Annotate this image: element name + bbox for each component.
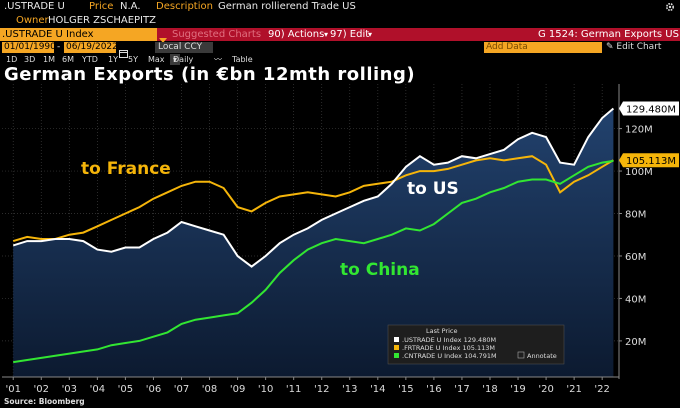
y-tick-label: 80M xyxy=(625,210,646,221)
legend-entry-france: .FRTRADE U Index 105.113M xyxy=(402,344,495,352)
annotation-france: to France xyxy=(81,159,171,179)
x-tick-label: '19 xyxy=(510,384,525,395)
owner-row: Owner HOLGER ZSCHAEPITZ xyxy=(0,14,680,28)
annotation-us: to US xyxy=(407,179,459,199)
period-max[interactable]: Max xyxy=(148,55,165,64)
owner-label: Owner xyxy=(16,15,49,26)
x-axis: '01 '02 '03 '04 '05 '06 '07 '08 '09 '10 '11 '12 '13 '… xyxy=(2,376,619,395)
frequency-label: Daily xyxy=(173,55,194,64)
x-tick-label: '10 xyxy=(258,384,273,395)
legend-swatch-france xyxy=(394,345,399,350)
x-tick-label: '11 xyxy=(286,384,301,395)
period-3d[interactable]: 3D xyxy=(24,55,36,64)
legend-entry-china: .CNTRADE U Index 104.791M xyxy=(402,352,497,360)
edit-chevron-icon[interactable]: ▾ xyxy=(368,30,373,39)
last-value-tag-bg xyxy=(619,101,679,116)
legend: Last Price .USTRADE U Index 129.480M .FR… xyxy=(387,324,565,365)
y-tick-label: 20M xyxy=(625,337,646,348)
source-label: Source: Bloomberg xyxy=(4,397,85,406)
x-tick-label: '13 xyxy=(342,384,357,395)
x-tick-label: '17 xyxy=(454,384,469,395)
price-label: Price xyxy=(89,1,114,12)
price-value: N.A. xyxy=(120,1,141,12)
x-tick-label: '04 xyxy=(90,384,105,395)
legend-title: Last Price xyxy=(426,327,457,335)
x-tick-label: '08 xyxy=(202,384,217,395)
ticker-label: .USTRADE U xyxy=(4,1,65,12)
x-tick-label: '14 xyxy=(370,384,385,395)
period-6m[interactable]: 6M xyxy=(62,55,74,64)
x-tick-label: '20 xyxy=(538,384,553,395)
y-tick-label: 120M xyxy=(625,125,653,136)
header-row: .USTRADE U Price N.A. Description German… xyxy=(0,0,680,14)
us-area-fill xyxy=(13,108,614,377)
annotation-china: to China xyxy=(340,260,420,280)
currency-select[interactable]: Local CCY xyxy=(155,42,213,53)
date-separator: - xyxy=(57,42,61,52)
add-data-input[interactable]: Add Data xyxy=(484,42,602,53)
last-value-tags: 129.480M 105.113M xyxy=(619,101,679,168)
edit-chart-link[interactable]: ✎ Edit Chart xyxy=(606,42,662,52)
x-tick-label: '01 xyxy=(5,384,20,395)
period-toolbar: 1D 3D 1M 6M YTD 1Y 5Y Max Daily ▾ 〰 Tabl… xyxy=(0,54,680,65)
x-tick-label: '03 xyxy=(62,384,77,395)
frequency-select[interactable]: Daily ▾ xyxy=(170,54,193,65)
edit-menu[interactable]: 97) Edit xyxy=(330,29,370,40)
period-1m[interactable]: 1M xyxy=(43,55,55,64)
last-value-tag: 105.113M xyxy=(626,156,676,167)
view-table-tab[interactable]: Table xyxy=(232,55,253,64)
period-1y[interactable]: 1Y xyxy=(108,55,118,64)
x-tick-label: '18 xyxy=(482,384,497,395)
end-date-input[interactable]: 06/19/2022 xyxy=(64,42,118,53)
annotate-checkbox[interactable] xyxy=(517,351,525,359)
security-dropdown-icon[interactable] xyxy=(158,30,168,43)
x-tick-label: '22 xyxy=(594,384,609,395)
owner-value: HOLGER ZSCHAEPITZ xyxy=(48,15,156,26)
legend-entry-us: .USTRADE U Index 129.480M xyxy=(402,336,496,344)
annotate-label[interactable]: Annotate xyxy=(527,352,557,360)
x-tick-label: '06 xyxy=(146,384,161,395)
x-tick-label: '12 xyxy=(314,384,329,395)
x-tick-label: '05 xyxy=(118,384,133,395)
x-tick-label: '09 xyxy=(230,384,245,395)
y-tick-label: 60M xyxy=(625,252,646,263)
suggested-charts-button[interactable]: Suggested Charts xyxy=(172,29,262,40)
description-label: Description xyxy=(156,1,213,12)
x-tick-label: '02 xyxy=(34,384,49,395)
y-axis: 20M 40M 60M 80M 100M 120M xyxy=(618,84,653,379)
france-series-line xyxy=(12,155,614,243)
y-tick-label: 40M xyxy=(625,294,646,305)
x-tick-label: '21 xyxy=(566,384,581,395)
last-value-tag: 129.480M xyxy=(626,104,676,115)
y-tick-label: 100M xyxy=(625,167,653,178)
start-date-input[interactable]: 01/01/1990 xyxy=(2,42,56,53)
legend-swatch-us xyxy=(394,337,399,342)
period-5y[interactable]: 5Y xyxy=(128,55,138,64)
actions-chevron-icon[interactable]: ▾ xyxy=(324,30,329,39)
calendar-icon[interactable] xyxy=(119,43,128,62)
x-tick-label: '16 xyxy=(426,384,441,395)
x-tick-label: '15 xyxy=(398,384,413,395)
period-ytd[interactable]: YTD xyxy=(82,55,98,64)
x-tick-label: '07 xyxy=(174,384,189,395)
security-input[interactable]: .USTRADE U Index xyxy=(0,28,157,41)
period-1d[interactable]: 1D xyxy=(6,55,18,64)
description-value: German rollierend Trade US xyxy=(218,1,356,12)
chart-type-icon[interactable]: 〰 xyxy=(214,55,222,64)
chart-title: German Exports (in €bn 12mth rolling) xyxy=(4,64,416,85)
china-series-line xyxy=(13,159,614,364)
legend-swatch-china xyxy=(394,353,399,358)
page-title: G 1524: German Exports US xyxy=(538,29,679,40)
command-bar: Suggested Charts 90) Actions ▾ 97) Edit … xyxy=(0,28,680,41)
us-series-line xyxy=(12,107,615,268)
gear-icon[interactable] xyxy=(665,2,675,12)
edit-chart-label: Edit Chart xyxy=(616,42,662,52)
last-value-tag-bg xyxy=(619,153,679,168)
actions-menu[interactable]: 90) Actions xyxy=(268,29,325,40)
